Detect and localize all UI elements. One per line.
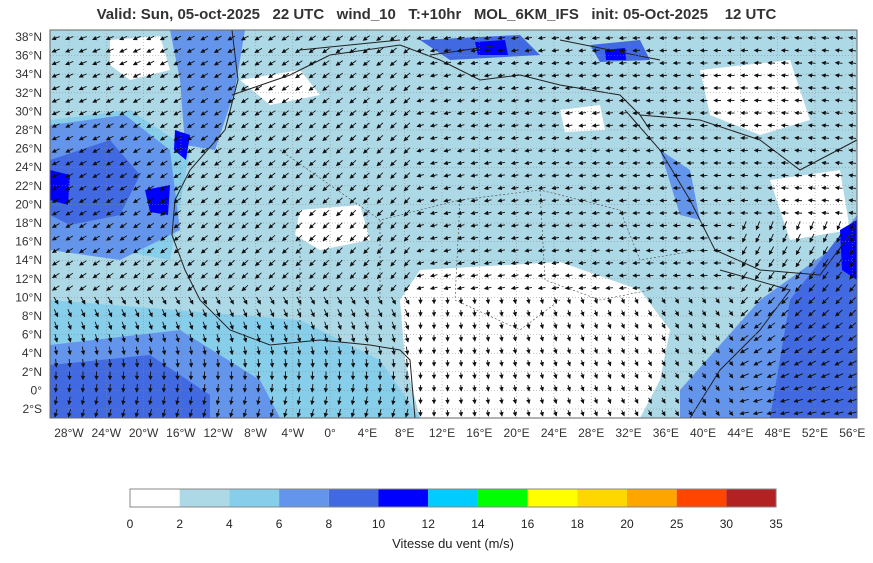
colorbar-tick: 30 [720, 517, 734, 531]
lon-label: 12°W [203, 426, 233, 440]
lon-label: 4°W [281, 426, 304, 440]
colorbar-tick: 4 [226, 517, 233, 531]
lat-label: 32°N [15, 86, 42, 100]
lat-label: 24°N [15, 160, 42, 174]
lat-label: 2°S [23, 402, 42, 416]
colorbar-swatch [527, 489, 578, 507]
lat-label: 22°N [15, 179, 42, 193]
colorbar: 0 2 4 6 8 10 12 14 16 18 20 25 30 35 [127, 488, 783, 531]
colorbar-swatch [577, 489, 627, 507]
lon-label: 0° [324, 426, 336, 440]
lon-label: 36°E [653, 426, 679, 440]
colorbar-tick: 18 [571, 517, 585, 531]
colorbar-tick: 0 [127, 517, 134, 531]
lat-label: 36°N [15, 49, 42, 63]
colorbar-tick: 6 [276, 517, 283, 531]
lon-label: 56°E [839, 426, 865, 440]
lon-label: 40°E [690, 426, 716, 440]
lon-label: 20°E [504, 426, 530, 440]
wind-speed-field [50, 30, 857, 418]
wind-arrows [51, 35, 857, 418]
longitude-labels: 28°W 24°W 20°W 16°W 12°W 8°W 4°W 0° 4°E 8°E 12°E 16… [54, 426, 865, 440]
lat-label: 14°N [15, 253, 42, 267]
lat-label: 10°N [15, 290, 42, 304]
lat-label: 18°N [15, 216, 42, 230]
colorbar-swatch [279, 489, 329, 507]
lat-label: 4°N [22, 346, 42, 360]
colorbar-swatch [627, 489, 677, 507]
lat-label: 28°N [15, 123, 42, 137]
colorbar-swatch [328, 489, 379, 507]
latitude-labels: 38°N 36°N 34°N 32°N 30°N 28°N 26°N 24°N 22°N 20°N… [15, 30, 42, 416]
lat-label: 12°N [15, 272, 42, 286]
lon-label: 12°E [429, 426, 455, 440]
colorbar-tick: 20 [620, 517, 634, 531]
colorbar-swatch [428, 489, 478, 507]
colorbar-tick: 10 [372, 517, 386, 531]
colorbar-swatch [179, 489, 230, 507]
lat-label: 0° [31, 383, 43, 397]
lon-label: 28°W [54, 426, 84, 440]
map-title: Valid: Sun, 05-oct-2025 22 UTC wind_10 T… [96, 6, 777, 23]
colorbar-tick: 8 [325, 517, 332, 531]
lat-label: 8°N [22, 309, 42, 323]
lon-label: 8°W [244, 426, 267, 440]
colorbar-tick: 35 [769, 517, 783, 531]
colorbar-tick: 12 [422, 517, 436, 531]
colorbar-swatch [676, 489, 727, 507]
colorbar-swatch [477, 489, 528, 507]
lat-label: 30°N [15, 104, 42, 118]
lat-label: 20°N [15, 197, 42, 211]
graticule [50, 30, 857, 418]
lon-label: 16°E [466, 426, 492, 440]
colorbar-tick: 25 [670, 517, 684, 531]
lon-label: 24°E [541, 426, 567, 440]
lat-label: 16°N [15, 235, 42, 249]
lat-label: 26°N [15, 142, 42, 156]
lat-label: 6°N [22, 328, 42, 342]
lon-label: 16°W [166, 426, 196, 440]
lon-label: 52°E [802, 426, 828, 440]
colorbar-tick: 14 [471, 517, 485, 531]
colorbar-tick: 16 [521, 517, 535, 531]
lat-label: 2°N [22, 365, 42, 379]
lon-label: 8°E [395, 426, 414, 440]
colorbar-swatch [130, 489, 180, 507]
colorbar-title: Vitesse du vent (m/s) [392, 536, 514, 551]
colorbar-swatch [378, 489, 429, 507]
lat-label: 38°N [15, 30, 42, 44]
lon-label: 4°E [358, 426, 377, 440]
lon-label: 44°E [727, 426, 753, 440]
lon-label: 28°E [578, 426, 604, 440]
lat-label: 34°N [15, 67, 42, 81]
lon-label: 48°E [765, 426, 791, 440]
colorbar-swatch [726, 489, 777, 507]
lon-label: 32°E [615, 426, 641, 440]
lon-label: 20°W [129, 426, 159, 440]
colorbar-swatch [229, 489, 280, 507]
lon-label: 24°W [92, 426, 122, 440]
colorbar-tick: 2 [176, 517, 183, 531]
map-frame [49, 29, 858, 419]
